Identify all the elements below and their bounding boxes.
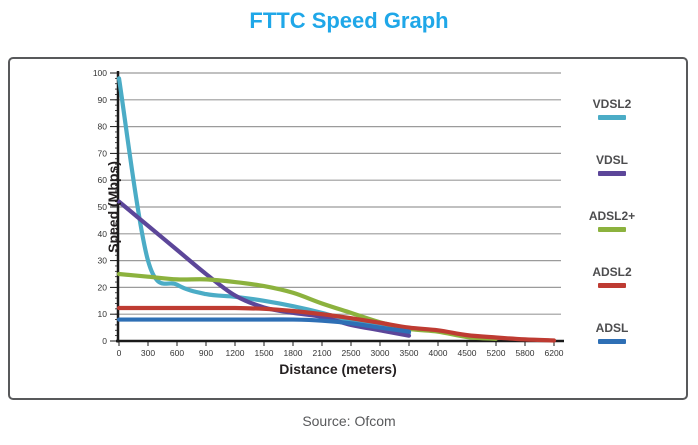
x-tick-label: 1200 bbox=[226, 348, 245, 358]
x-tick-label: 6200 bbox=[545, 348, 564, 358]
chart-panel: 0 10 20 30 40 50 60 70 80 90 100 0 300 600 900 1200 1500… bbox=[8, 57, 688, 400]
legend: VDSL2 VDSL ADSL2+ ADSL2 ADSL bbox=[564, 97, 660, 344]
y-tick-label: 80 bbox=[98, 122, 108, 132]
x-tick-label: 600 bbox=[170, 348, 184, 358]
legend-swatch bbox=[597, 339, 626, 344]
legend-item-vdsl: VDSL bbox=[596, 153, 628, 176]
source-caption: Source: Ofcom bbox=[302, 413, 396, 429]
legend-swatch bbox=[597, 227, 626, 232]
x-tick-label: 2500 bbox=[342, 348, 361, 358]
legend-swatch bbox=[598, 283, 626, 288]
legend-label: ADSL bbox=[595, 321, 629, 335]
y-axis-label: Speed (Mbps) bbox=[105, 161, 121, 253]
x-tick-label: 1800 bbox=[284, 348, 303, 358]
x-tick-label: 4000 bbox=[429, 348, 448, 358]
y-tick-label: 100 bbox=[93, 68, 107, 78]
x-tick-label: 3000 bbox=[371, 348, 390, 358]
y-tick-label: 10 bbox=[98, 309, 108, 319]
x-tick-label: 3500 bbox=[400, 348, 419, 358]
legend-item-adsl2: ADSL2 bbox=[592, 265, 632, 288]
series-line-adsl bbox=[116, 317, 412, 334]
x-tick-label: 900 bbox=[199, 348, 213, 358]
x-tick-label: 5800 bbox=[516, 348, 535, 358]
y-tick-label: 70 bbox=[98, 148, 108, 158]
x-axis-label: Distance (meters) bbox=[279, 361, 397, 377]
line-chart: 0 10 20 30 40 50 60 70 80 90 100 0 300 600 900 1200 1500… bbox=[93, 68, 564, 358]
y-tick-label: 60 bbox=[98, 175, 108, 185]
y-tick-label: 0 bbox=[102, 336, 107, 346]
chart-title: FTTC Speed Graph bbox=[249, 8, 449, 33]
y-tick-label: 30 bbox=[98, 256, 108, 266]
legend-item-vdsl2: VDSL2 bbox=[592, 97, 632, 120]
x-tick-label: 300 bbox=[141, 348, 155, 358]
series-line-adsl2 bbox=[116, 305, 557, 343]
x-tick-label: 2100 bbox=[313, 348, 332, 358]
legend-item-adsl: ADSL bbox=[595, 321, 629, 344]
y-tick-label: 40 bbox=[98, 229, 108, 239]
x-tick-label: 1500 bbox=[255, 348, 274, 358]
legend-item-adsl2+: ADSL2+ bbox=[589, 209, 635, 232]
x-tick-label: 4500 bbox=[458, 348, 477, 358]
y-tick-label: 90 bbox=[98, 95, 108, 105]
legend-label: ADSL2 bbox=[592, 265, 632, 279]
legend-label: VDSL bbox=[595, 153, 628, 167]
legend-label: ADSL2+ bbox=[588, 209, 636, 223]
y-tick-label: 50 bbox=[98, 202, 108, 212]
x-tick-label: 5200 bbox=[487, 348, 506, 358]
legend-swatch bbox=[598, 115, 626, 120]
legend-swatch bbox=[597, 171, 626, 176]
y-tick-label: 20 bbox=[98, 282, 108, 292]
x-tick-label: 0 bbox=[117, 348, 122, 358]
legend-label: VDSL2 bbox=[592, 97, 632, 111]
